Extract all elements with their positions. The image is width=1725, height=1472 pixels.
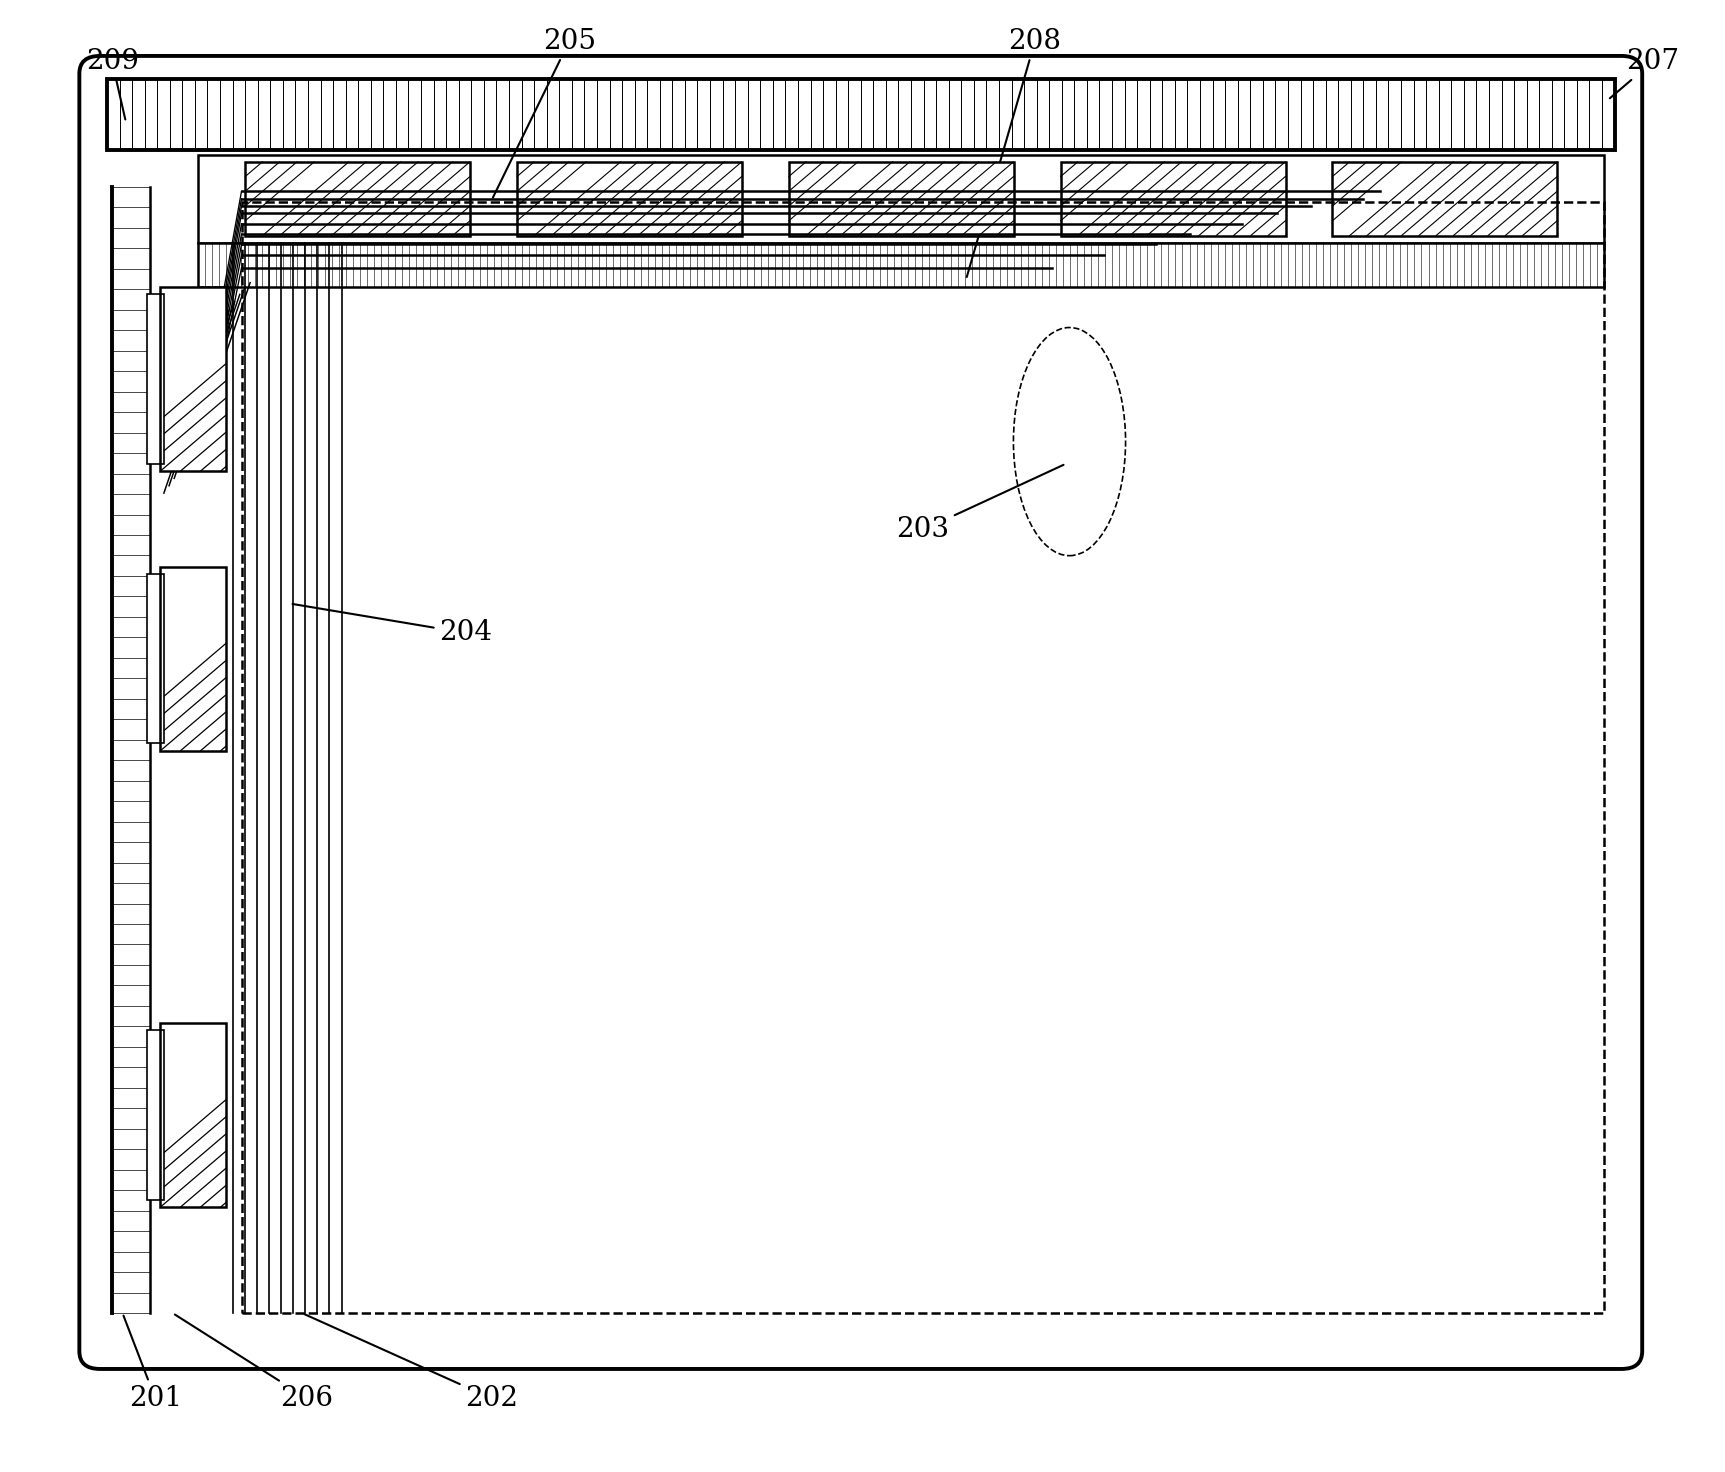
Bar [160,1023,226,1207]
Bar [147,294,164,464]
Bar [160,567,226,751]
Text: 209: 209 [86,49,138,119]
Bar [198,243,1604,287]
Text: 202: 202 [304,1314,518,1412]
Text: 207: 207 [1609,49,1678,99]
Bar [198,155,1604,243]
Bar [245,162,471,236]
Bar [160,1023,226,1207]
Text: 208: 208 [966,28,1061,277]
Text: 204: 204 [293,604,492,646]
Bar [1061,162,1285,236]
Text: 203: 203 [897,465,1064,543]
Bar [160,287,226,471]
Bar [147,574,164,743]
Text: 201: 201 [124,1316,181,1412]
Bar [518,162,742,236]
Bar [788,162,1014,236]
Bar [160,287,226,471]
Bar [147,1030,164,1200]
Bar [242,202,1604,1313]
Bar [107,79,1615,150]
Bar [160,567,226,751]
Bar [147,574,164,743]
Bar [107,79,1615,150]
Bar [1332,162,1558,236]
Text: 205: 205 [493,28,595,197]
Text: 206: 206 [174,1314,333,1412]
Bar [147,294,164,464]
Bar [147,1030,164,1200]
